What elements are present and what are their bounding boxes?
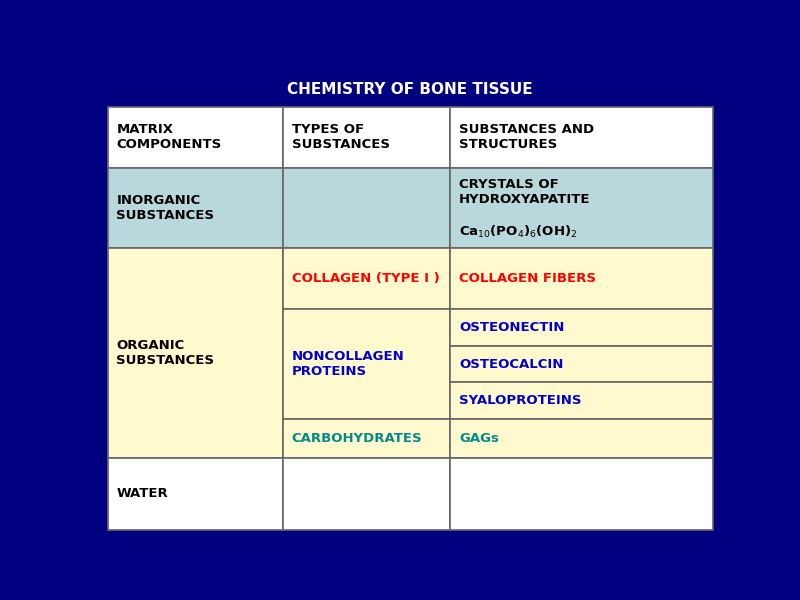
Bar	[108, 458, 283, 530]
Bar	[450, 458, 713, 530]
Text: OSTEOCALCIN: OSTEOCALCIN	[459, 358, 563, 371]
Bar	[450, 346, 713, 382]
Text: CRYSTALS OF
HYDROXYAPATITE: CRYSTALS OF HYDROXYAPATITE	[459, 178, 590, 206]
Bar	[450, 382, 713, 419]
Bar	[450, 107, 713, 168]
Text: CARBOHYDRATES: CARBOHYDRATES	[291, 432, 422, 445]
Bar	[450, 168, 713, 248]
Bar	[283, 419, 450, 458]
Text: INORGANIC
SUBSTANCES: INORGANIC SUBSTANCES	[117, 194, 214, 222]
Text: COLLAGEN (TYPE I ): COLLAGEN (TYPE I )	[291, 272, 439, 284]
Bar	[283, 107, 450, 168]
Bar	[283, 458, 450, 530]
Text: NONCOLLAGEN
PROTEINS: NONCOLLAGEN PROTEINS	[291, 350, 404, 378]
Text: TYPES OF
SUBSTANCES: TYPES OF SUBSTANCES	[291, 123, 390, 151]
Text: SYALOPROTEINS: SYALOPROTEINS	[459, 394, 582, 407]
Text: WATER: WATER	[117, 487, 168, 500]
Text: COLLAGEN FIBERS: COLLAGEN FIBERS	[459, 272, 596, 284]
Bar	[108, 168, 283, 248]
Text: GAGs: GAGs	[459, 432, 499, 445]
Text: OSTEONECTIN: OSTEONECTIN	[459, 321, 564, 334]
Bar	[450, 248, 713, 309]
Bar	[108, 107, 283, 168]
Text: ORGANIC
SUBSTANCES: ORGANIC SUBSTANCES	[117, 338, 214, 367]
Text: SUBSTANCES AND
STRUCTURES: SUBSTANCES AND STRUCTURES	[459, 123, 594, 151]
Bar	[283, 248, 450, 309]
Bar	[283, 168, 450, 248]
Bar	[283, 309, 450, 419]
Text: CHEMISTRY OF BONE TISSUE: CHEMISTRY OF BONE TISSUE	[287, 82, 533, 97]
Text: Ca$_{10}$(PO$_4$)$_6$(OH)$_2$: Ca$_{10}$(PO$_4$)$_6$(OH)$_2$	[459, 224, 578, 239]
Bar	[450, 309, 713, 346]
Bar	[450, 419, 713, 458]
Bar	[108, 248, 283, 458]
Text: MATRIX
COMPONENTS: MATRIX COMPONENTS	[117, 123, 222, 151]
